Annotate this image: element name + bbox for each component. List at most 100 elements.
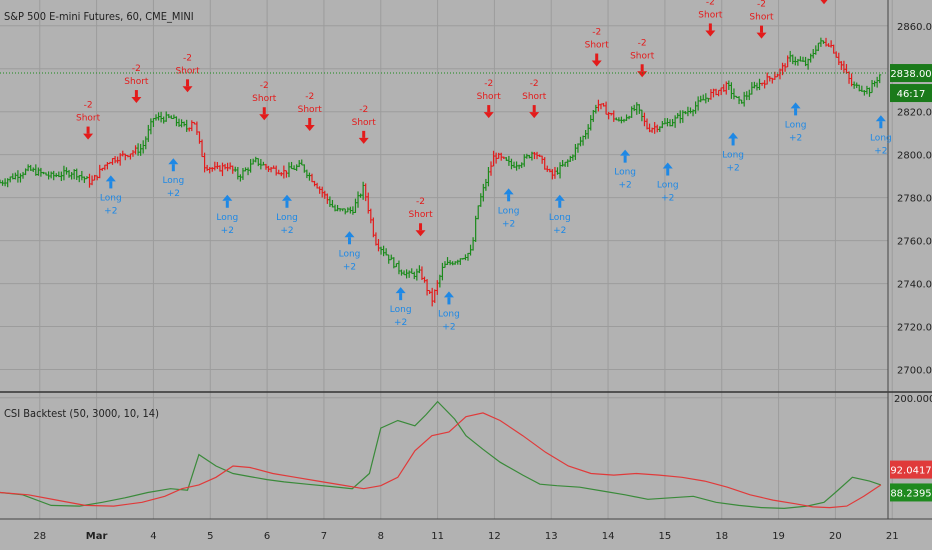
long-arrow-stem xyxy=(879,121,883,129)
time-tick-label: 6 xyxy=(264,531,270,542)
time-tick-label: 7 xyxy=(321,531,327,542)
price-tick-label: 2800.00 xyxy=(897,151,932,162)
time-tick-label: Mar xyxy=(86,531,108,542)
short-arrow-stem xyxy=(595,53,599,61)
csi-green-line xyxy=(0,400,882,510)
time-tick-label: 21 xyxy=(886,531,899,542)
long-arrow-icon xyxy=(443,291,454,298)
short-qty-label: -2 xyxy=(260,81,269,91)
long-arrow-stem xyxy=(285,200,289,208)
time-tick-label: 19 xyxy=(772,531,785,542)
time-tick-label: 11 xyxy=(431,531,444,542)
short-arrow-icon xyxy=(483,112,494,119)
short-label: Short xyxy=(124,77,149,87)
price-tick-label: 2700.00 xyxy=(897,366,932,377)
long-arrow-icon xyxy=(620,149,631,156)
time-tick-label: 5 xyxy=(207,531,213,542)
price-tick-label: 2780.00 xyxy=(897,194,932,205)
long-qty-label: +2 xyxy=(553,226,566,236)
long-arrow-stem xyxy=(399,293,403,301)
short-arrow-stem xyxy=(487,105,491,113)
long-arrow-icon xyxy=(790,102,801,109)
last-price-value: 2838.00 xyxy=(890,69,931,80)
long-qty-label: +2 xyxy=(874,146,887,156)
time-tick-label: 4 xyxy=(150,531,156,542)
long-arrow-stem xyxy=(666,168,670,176)
long-label: Long xyxy=(390,305,412,315)
long-label: Long xyxy=(162,176,184,186)
long-qty-label: +2 xyxy=(394,318,407,328)
long-qty-label: +2 xyxy=(104,206,117,216)
short-arrow-stem xyxy=(308,117,312,125)
indicator-title: CSI Backtest (50, 3000, 10, 14) xyxy=(4,407,159,420)
short-arrow-icon xyxy=(415,230,426,237)
short-qty-label: -2 xyxy=(484,79,493,89)
long-arrow-stem xyxy=(225,200,229,208)
short-arrow-icon xyxy=(637,71,648,78)
long-arrow-icon xyxy=(168,158,179,165)
long-qty-label: +2 xyxy=(618,181,631,191)
short-arrow-icon xyxy=(83,133,94,140)
time-tick-label: 18 xyxy=(715,531,728,542)
short-qty-label: -2 xyxy=(638,38,647,48)
short-qty-label: -2 xyxy=(84,101,93,111)
countdown-value: 46:17 xyxy=(897,89,926,100)
indicator-value-badge xyxy=(890,483,932,502)
long-arrow-stem xyxy=(731,138,735,146)
short-qty-label: -2 xyxy=(592,28,601,38)
time-tick-label: 14 xyxy=(602,531,615,542)
short-arrow-stem xyxy=(86,126,90,134)
time-tick-label: 8 xyxy=(378,531,384,542)
long-label: Long xyxy=(498,206,520,216)
long-arrow-icon xyxy=(344,231,355,238)
long-label: Long xyxy=(785,120,807,130)
long-label: Long xyxy=(438,309,460,319)
short-label: Short xyxy=(252,94,277,104)
long-arrow-icon xyxy=(281,194,292,201)
indicator-value-badge xyxy=(890,460,932,479)
time-tick-label: 20 xyxy=(829,531,842,542)
long-qty-label: +2 xyxy=(343,262,356,272)
short-label: Short xyxy=(477,92,502,102)
short-label: Short xyxy=(76,114,101,124)
long-arrow-stem xyxy=(171,164,175,172)
price-tick-label: 2820.00 xyxy=(897,108,932,119)
indicator-value-label: 88.2395 xyxy=(890,488,931,499)
long-label: Long xyxy=(216,213,238,223)
long-label: Long xyxy=(100,193,122,203)
short-arrow-icon xyxy=(358,137,369,144)
long-arrow-stem xyxy=(623,155,627,163)
countdown-badge xyxy=(890,84,932,103)
short-label: Short xyxy=(698,10,723,20)
short-qty-label: -2 xyxy=(132,64,141,74)
short-arrow-icon xyxy=(131,97,142,104)
price-tick-label: 2860.00 xyxy=(897,22,932,33)
short-arrow-icon xyxy=(820,0,828,5)
short-qty-label: -2 xyxy=(183,53,192,63)
indicator-tick-label: 200.0000 xyxy=(894,394,932,405)
long-arrow-icon xyxy=(662,162,673,169)
short-arrow-icon xyxy=(591,60,602,67)
long-qty-label: +2 xyxy=(280,226,293,236)
short-arrow-stem xyxy=(362,130,366,138)
long-arrow-icon xyxy=(728,132,739,139)
short-qty-label: -2 xyxy=(416,197,425,207)
long-arrow-stem xyxy=(558,200,562,208)
long-qty-label: +2 xyxy=(726,163,739,173)
time-tick-label: 15 xyxy=(659,531,672,542)
long-arrow-icon xyxy=(105,175,116,182)
long-qty-label: +2 xyxy=(167,189,180,199)
short-arrow-icon xyxy=(756,32,767,39)
price-tick-label: 2740.00 xyxy=(897,280,932,291)
short-qty-label: -2 xyxy=(359,105,368,115)
long-label: Long xyxy=(339,249,361,259)
short-label: Short xyxy=(175,66,200,76)
short-arrow-stem xyxy=(532,105,536,113)
long-label: Long xyxy=(722,150,744,160)
long-qty-label: +2 xyxy=(221,226,234,236)
long-arrow-icon xyxy=(554,194,565,201)
long-arrow-stem xyxy=(447,297,451,305)
csi-red-line xyxy=(0,412,882,509)
